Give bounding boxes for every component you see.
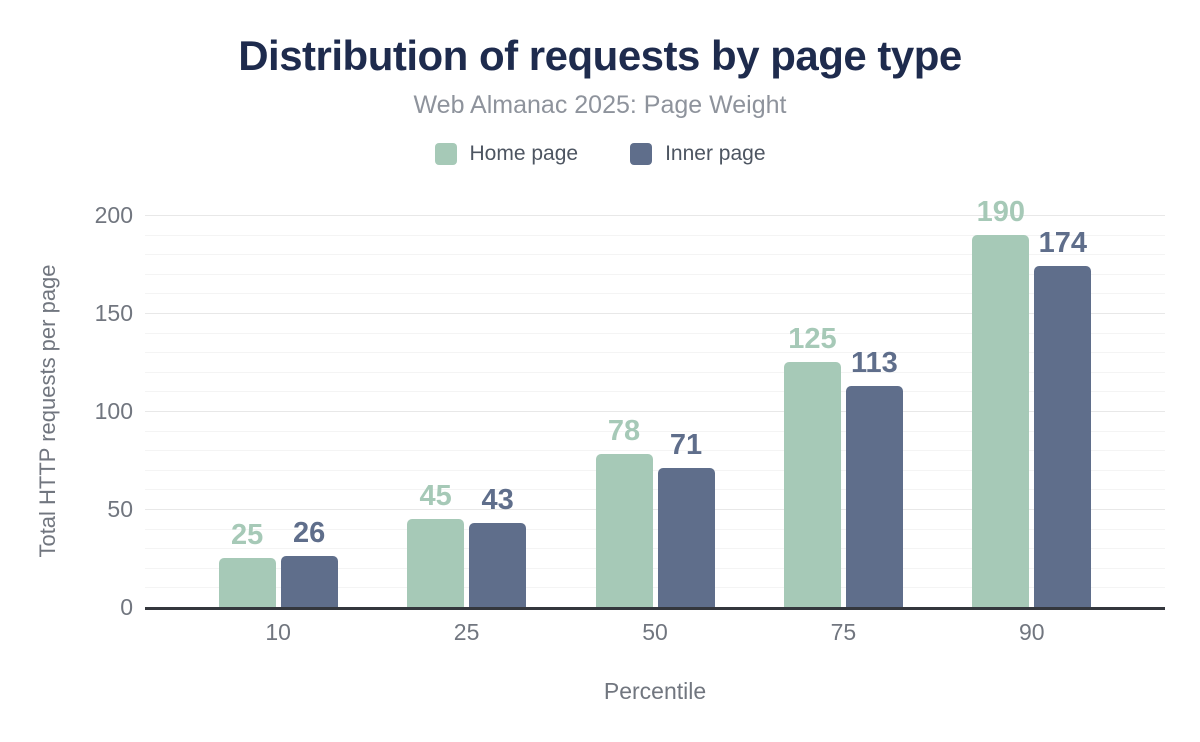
chart-subtitle: Web Almanac 2025: Page Weight (413, 91, 787, 119)
value-label: 71 (669, 428, 703, 461)
legend-label: Inner page (665, 142, 766, 165)
legend-item-inner-page: Inner page (630, 142, 766, 166)
minor-gridline (145, 587, 1165, 589)
bar-inner-page-p75 (845, 385, 903, 607)
x-tick-label: 10 (265, 619, 291, 645)
value-label: 125 (788, 323, 837, 355)
minor-gridline (145, 332, 1165, 334)
bar-home-page-p50 (595, 454, 653, 607)
minor-gridline (145, 234, 1165, 236)
minor-gridline (145, 254, 1165, 256)
bar-inner-page-p10 (280, 556, 338, 607)
y-tick-label: 50 (107, 496, 133, 522)
minor-gridline (145, 528, 1165, 530)
value-label: 190 (976, 195, 1025, 228)
value-label: 78 (607, 415, 641, 448)
y-tick-label: 0 (120, 594, 133, 620)
bar-inner-page-p90 (1034, 265, 1092, 607)
major-gridline (145, 313, 1165, 314)
bar-inner-page-p50 (657, 467, 715, 607)
x-tick-label: 90 (1019, 619, 1045, 645)
minor-gridline (145, 352, 1165, 354)
legend-label: Home page (469, 142, 579, 165)
x-tick-label: 75 (830, 619, 857, 645)
value-label: 45 (419, 479, 452, 512)
minor-gridline (145, 548, 1165, 550)
value-label: 43 (481, 483, 514, 516)
value-label: 113 (850, 346, 898, 379)
minor-gridline (145, 450, 1165, 452)
x-tick-label: 25 (453, 619, 480, 645)
minor-gridline (145, 469, 1165, 471)
minor-gridline (145, 430, 1165, 432)
legend-item-home-page: Home page (434, 142, 579, 166)
y-tick-label: 100 (94, 398, 133, 424)
bar-inner-page-p25 (469, 522, 527, 607)
legend-swatch-icon (434, 143, 457, 165)
minor-gridline (145, 371, 1165, 373)
minor-gridline (145, 293, 1165, 295)
x-tick-label: 50 (642, 619, 668, 645)
legend-swatch-icon (630, 143, 653, 165)
value-label: 26 (293, 517, 326, 550)
x-axis-baseline (145, 607, 1165, 610)
minor-gridline (145, 567, 1165, 569)
chart-legend: Home page Inner page (0, 142, 1200, 166)
x-axis-label: Percentile (603, 678, 707, 704)
bar-home-page-p90 (972, 234, 1030, 607)
major-gridline (145, 411, 1165, 412)
value-label: 25 (231, 519, 264, 551)
major-gridline (145, 215, 1165, 216)
y-tick-label: 150 (94, 300, 133, 326)
y-tick-label: 200 (94, 202, 133, 228)
bar-home-page-p75 (783, 362, 841, 607)
bar-home-page-p10 (218, 558, 276, 607)
value-label: 174 (1038, 226, 1087, 259)
bar-home-page-p25 (407, 518, 465, 607)
minor-gridline (145, 391, 1165, 393)
chart-title: Distribution of requests by page type (238, 32, 962, 79)
minor-gridline (145, 273, 1165, 275)
major-gridline (145, 509, 1165, 510)
minor-gridline (145, 489, 1165, 491)
